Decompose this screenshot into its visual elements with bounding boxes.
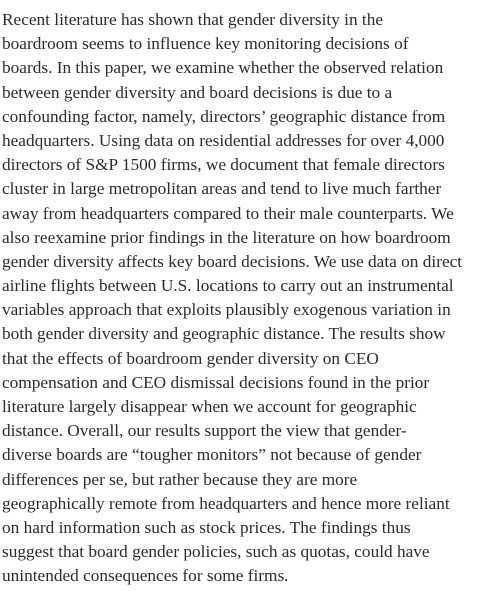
text-line: cluster in large metropolitan areas and … xyxy=(2,179,442,199)
text-line: differences per se, but rather because t… xyxy=(2,469,358,489)
text-line: boards. In this paper, we examine whethe… xyxy=(2,58,444,78)
text-line: compensation and CEO dismissal decisions… xyxy=(2,372,430,392)
text-line: suggest that board gender policies, such… xyxy=(2,542,430,562)
text-line: both gender diversity and geographic dis… xyxy=(2,324,446,344)
text-line: variables approach that exploits plausib… xyxy=(2,300,451,320)
text-line: away from headquarters compared to their… xyxy=(2,203,454,223)
text-line: literature largely disappear when we acc… xyxy=(2,397,417,416)
text-line: also reexamine prior findings in the lit… xyxy=(2,227,451,247)
text-line: Recent literature has shown that gender … xyxy=(2,10,384,29)
text-line: between gender diversity and board decis… xyxy=(2,82,393,102)
text-line: unintended consequences for some firms. xyxy=(2,566,289,586)
text-line: boardroom seems to influence key monitor… xyxy=(2,34,409,54)
text-line: confounding factor, namely, directors’ g… xyxy=(2,106,446,126)
text-line: airline flights between U.S. locations t… xyxy=(2,276,454,296)
text-line: headquarters. Using data on residential … xyxy=(2,130,445,150)
text-line: directors of S&P 1500 firms, we document… xyxy=(2,155,445,175)
text-line: diverse boards are “tougher monitors” no… xyxy=(2,445,422,465)
text-line: distance. Overall, our results support t… xyxy=(2,421,407,441)
text-line: that the effects of boardroom gender div… xyxy=(2,348,379,368)
text-line: geographically remote from headquarters … xyxy=(2,493,450,513)
text-line: gender diversity affects key board decis… xyxy=(2,251,463,271)
text-line: on hard information such as stock prices… xyxy=(2,517,411,537)
